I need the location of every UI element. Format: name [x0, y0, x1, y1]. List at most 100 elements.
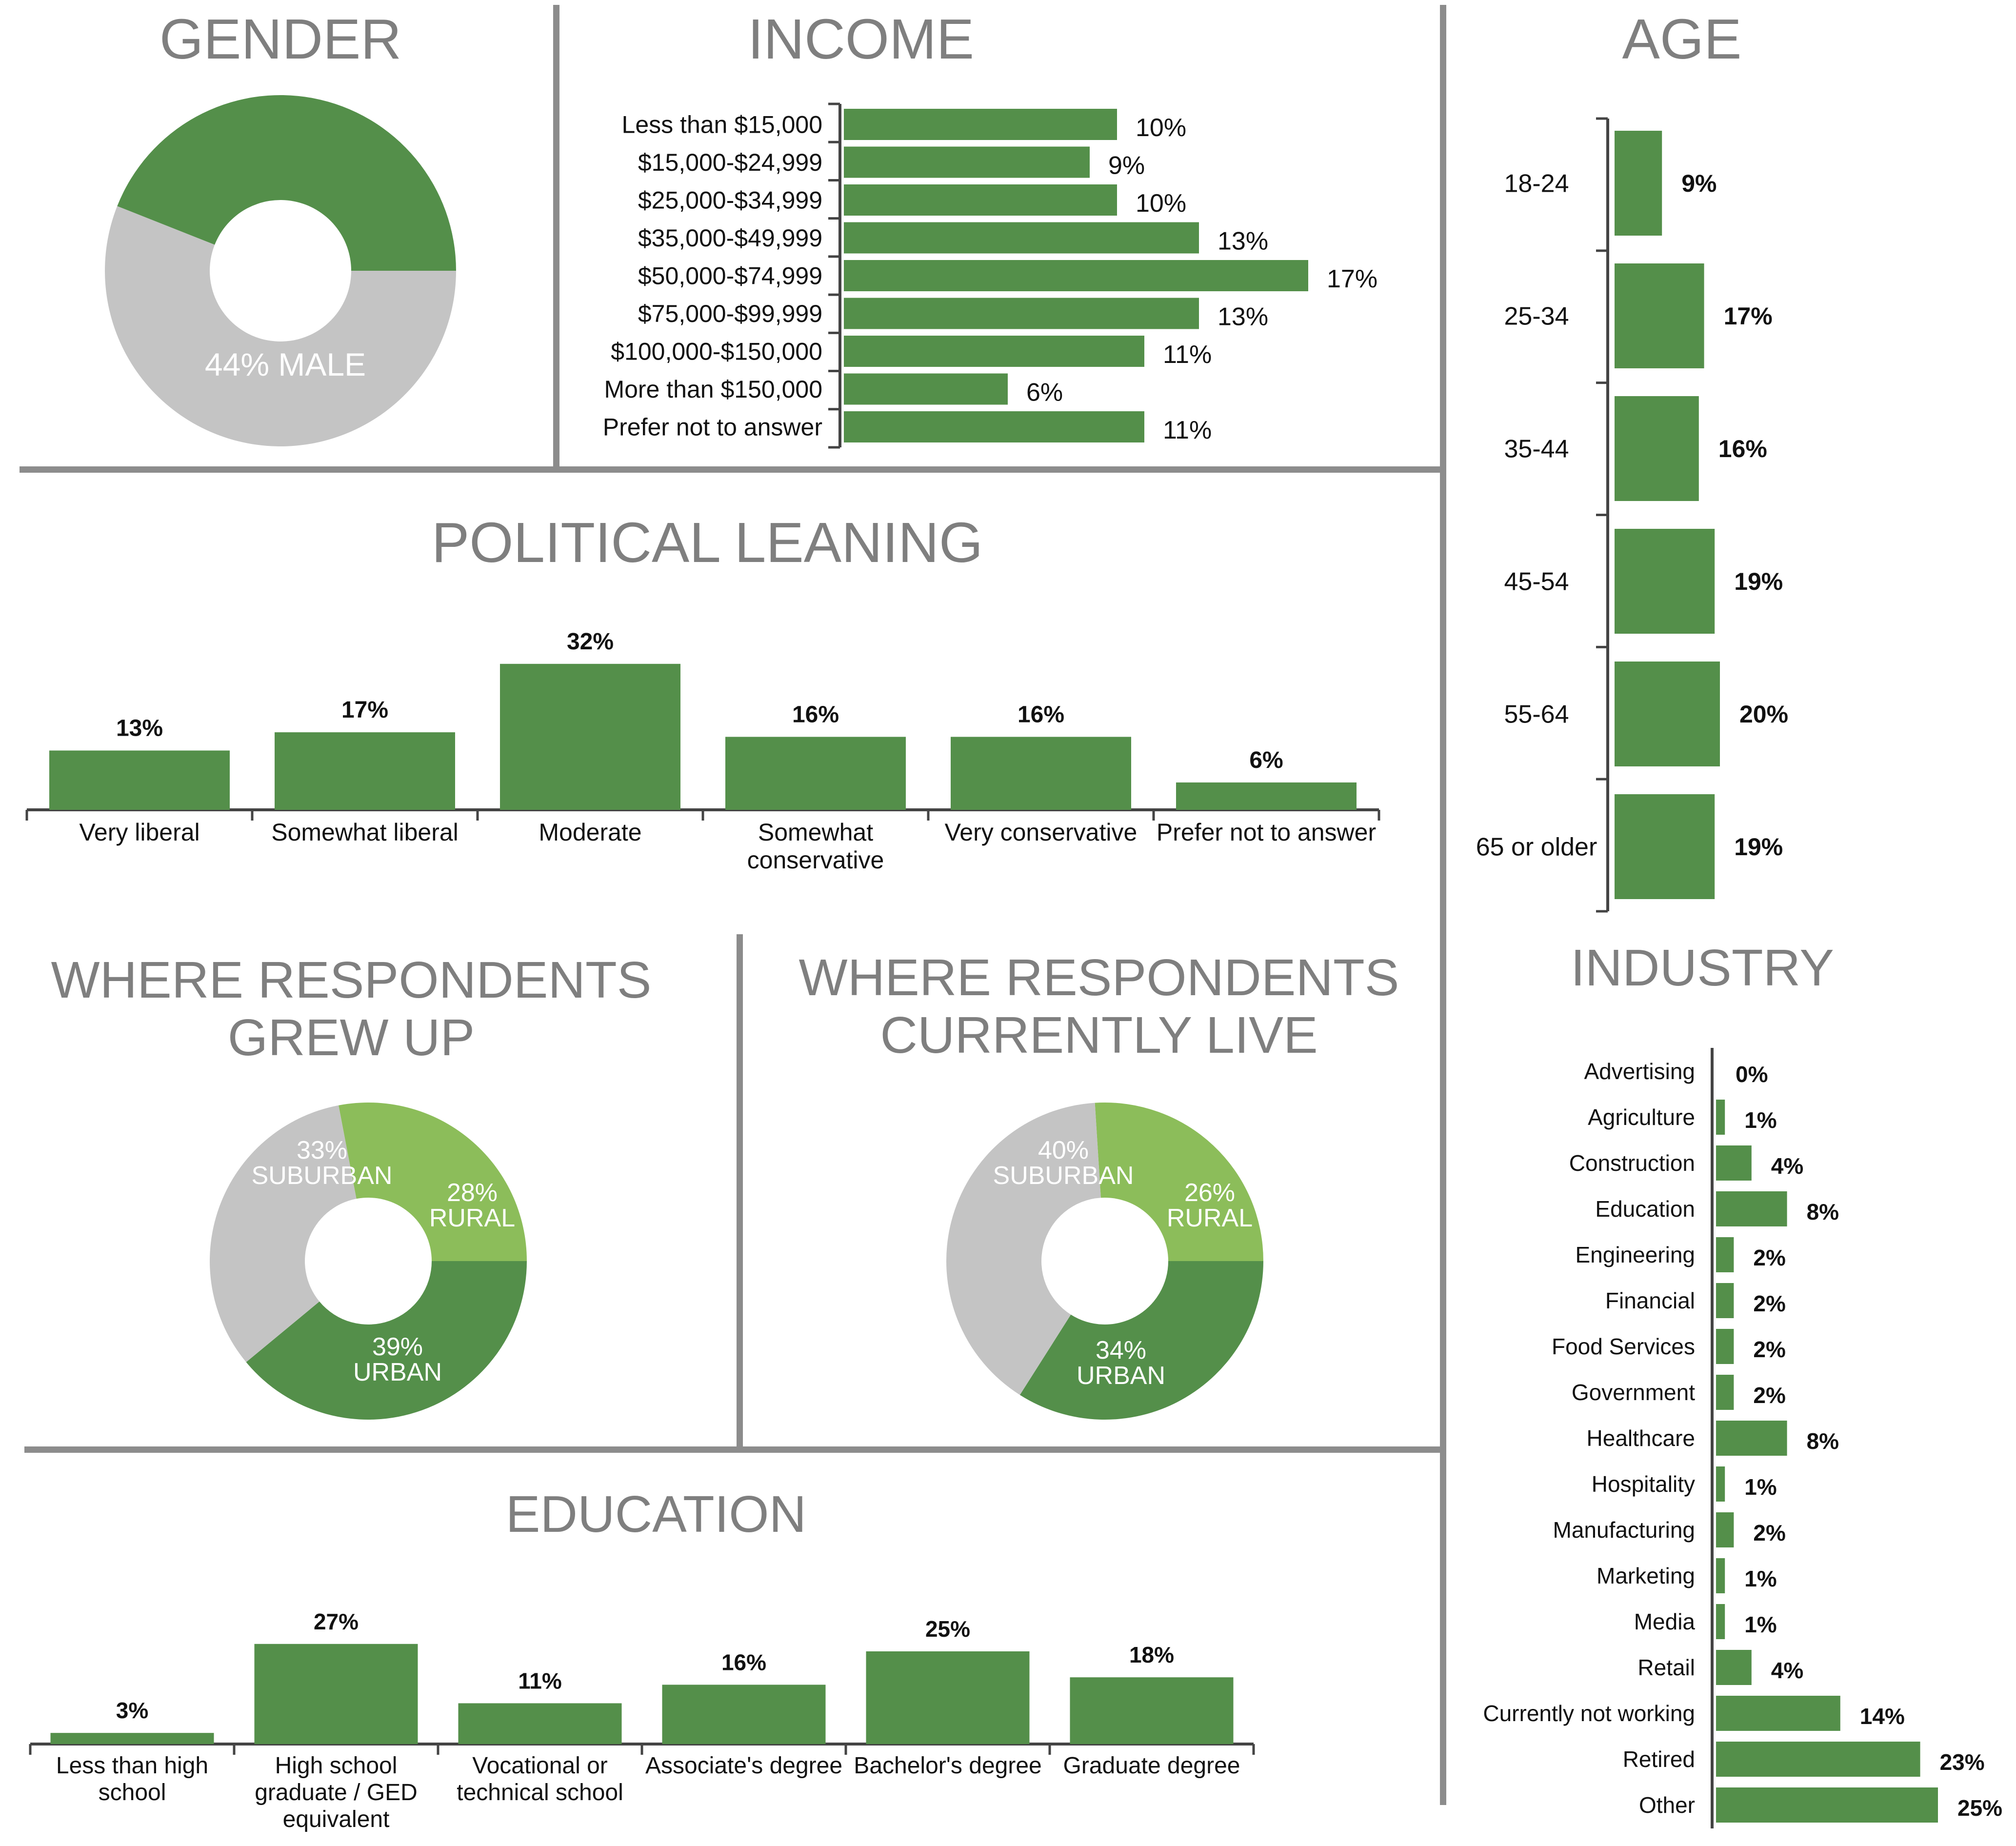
- industry-bar-food-services: [1716, 1329, 1734, 1364]
- industry-value-engineering: 2%: [1753, 1245, 1785, 1270]
- industry-value-retail: 4%: [1771, 1658, 1803, 1683]
- income-category-less-than-15-000: Less than $15,000: [622, 111, 822, 139]
- industry-value-advertising: 0%: [1736, 1062, 1768, 1087]
- currently_live-slice-label-suburban: SUBURBAN: [993, 1162, 1134, 1190]
- divider-top-horizontal: [20, 466, 1443, 473]
- grew_up-slice-rural: [339, 1102, 527, 1261]
- gender-slice-male: [117, 95, 457, 271]
- age-bar-55-64: [1615, 662, 1720, 766]
- education-bar-bachelor-s-degree: [866, 1651, 1030, 1744]
- political-bar-somewhat-liberal: [275, 732, 455, 810]
- grew_up-slice-value-urban: 39%: [372, 1333, 423, 1361]
- income-value-35-000-49-999: 13%: [1218, 227, 1268, 256]
- political-category-somewhat-liberal: Somewhat liberal: [271, 819, 459, 846]
- industry-category-engineering: Engineering: [1575, 1242, 1695, 1267]
- age-value-65-or-older: 19%: [1734, 833, 1783, 861]
- industry-category-hospitality: Hospitality: [1592, 1471, 1695, 1497]
- income-category-35-000-49-999: $35,000-$49,999: [638, 224, 822, 252]
- political-bar-prefer-not-to-answer: [1176, 782, 1357, 810]
- age-value-55-64: 20%: [1739, 701, 1788, 728]
- industry-category-currently-not-working: Currently not working: [1483, 1701, 1695, 1726]
- industry-value-retired: 23%: [1940, 1749, 1985, 1775]
- industry-value-healthcare: 8%: [1807, 1428, 1839, 1454]
- currently_live-title-line2: CURRENTLY LIVE: [880, 1006, 1317, 1064]
- industry-category-retired: Retired: [1623, 1746, 1695, 1772]
- political-bar-moderate: [500, 663, 680, 810]
- political-value-very-conservative: 16%: [1018, 702, 1064, 727]
- industry-category-advertising: Advertising: [1584, 1059, 1695, 1084]
- age-value-45-54: 19%: [1734, 568, 1783, 595]
- industry-category-manufacturing: Manufacturing: [1553, 1517, 1696, 1543]
- industry-bar-agriculture: [1716, 1100, 1725, 1135]
- education-bar-graduate-degree: [1070, 1677, 1234, 1744]
- education-category-associate-s-degree: Associate's degree: [645, 1753, 842, 1779]
- political-bar-very-liberal: [49, 750, 230, 810]
- income-value-25-000-34-999: 10%: [1136, 189, 1186, 218]
- industry-bar-media: [1716, 1604, 1725, 1639]
- income-bar-100-000-150-000: [844, 336, 1144, 367]
- age-bar-45-54: [1615, 529, 1715, 634]
- industry-bar-currently-not-working: [1716, 1696, 1840, 1731]
- industry-bar-other: [1716, 1787, 1938, 1823]
- political-chart: POLITICAL LEANING 13% Very liberal 17% Somew…: [25, 511, 1380, 874]
- income-category-prefer-not-to-answer: Prefer not to answer: [603, 414, 822, 441]
- age-title: AGE: [1622, 7, 1742, 71]
- industry-bar-manufacturing: [1716, 1512, 1734, 1547]
- education-value-bachelor-s-degree: 25%: [925, 1616, 970, 1642]
- age-value-35-44: 16%: [1718, 435, 1767, 462]
- industry-category-retail: Retail: [1637, 1655, 1695, 1680]
- education-value-associate-s-degree: 16%: [721, 1649, 766, 1675]
- income-chart: INCOME Less than $15,000 10% $15,000-$24,99…: [603, 7, 1377, 449]
- industry-category-agriculture: Agriculture: [1588, 1104, 1695, 1130]
- grew_up-slice-label-suburban: SUBURBAN: [252, 1162, 393, 1190]
- industry-bar-government: [1716, 1375, 1734, 1410]
- industry-bar-financial: [1716, 1283, 1734, 1318]
- education-value-vocational-or-technical-school: 11%: [518, 1668, 562, 1693]
- industry-category-financial: Financial: [1605, 1288, 1695, 1313]
- political-category-somewhat-conservative-line2: conservative: [747, 846, 884, 874]
- education-bar-high-school-graduate-ged-equivalent: [254, 1644, 418, 1744]
- income-value-prefer-not-to-answer: 11%: [1163, 416, 1212, 444]
- political-bar-very-conservative: [951, 737, 1131, 810]
- income-bar-75-000-99-999: [844, 298, 1199, 329]
- political-category-somewhat-conservative-line1: Somewhat: [758, 819, 873, 846]
- grew_up-slice-label-urban: URBAN: [353, 1358, 442, 1386]
- education-bar-associate-s-degree: [662, 1685, 826, 1744]
- education-category-high-school-graduate-ged-equivalent-line2: graduate / GED: [255, 1780, 418, 1806]
- currently_live-slice-urban: [1019, 1261, 1263, 1420]
- currently_live-slice-label-urban: URBAN: [1077, 1362, 1165, 1390]
- education-category-less-than-high-school-line2: school: [99, 1780, 166, 1806]
- political-value-very-liberal: 13%: [116, 715, 163, 741]
- political-value-prefer-not-to-answer: 6%: [1249, 747, 1283, 773]
- education-category-vocational-or-technical-school-line1: Vocational or: [472, 1753, 608, 1779]
- grew_up-title-line1: WHERE RESPONDENTS: [51, 951, 652, 1009]
- income-bar-more-than-150-000: [844, 373, 1008, 405]
- currently_live-slice-suburban: [946, 1103, 1101, 1395]
- currently_live-slice-value-suburban: 40%: [1038, 1136, 1089, 1164]
- divider-gender-income: [553, 5, 559, 466]
- education-title: EDUCATION: [506, 1485, 806, 1543]
- industry-value-manufacturing: 2%: [1753, 1520, 1785, 1545]
- education-bar-vocational-or-technical-school: [458, 1703, 622, 1744]
- grew_up-slice-urban: [246, 1261, 527, 1420]
- industry-category-construction: Construction: [1569, 1150, 1695, 1176]
- gender-title: GENDER: [160, 7, 401, 71]
- age-value-18-24: 9%: [1681, 170, 1717, 197]
- income-category-75-000-99-999: $75,000-$99,999: [638, 300, 822, 327]
- currently_live-slice-rural: [1095, 1103, 1263, 1261]
- currently_live-title-line1: WHERE RESPONDENTS: [799, 949, 1399, 1006]
- education-category-high-school-graduate-ged-equivalent-line3: equivalent: [283, 1806, 390, 1832]
- industry-value-media: 1%: [1744, 1612, 1776, 1637]
- grew_up-slice-value-rural: 28%: [447, 1179, 498, 1207]
- currently_live-slice-label-rural: RURAL: [1167, 1204, 1253, 1232]
- industry-category-media: Media: [1634, 1609, 1696, 1634]
- industry-bar-retired: [1716, 1742, 1920, 1777]
- divider-right-column: [1440, 5, 1446, 1805]
- industry-bar-marketing: [1716, 1558, 1725, 1593]
- income-category-50-000-74-999: $50,000-$74,999: [638, 262, 822, 290]
- industry-bar-engineering: [1716, 1237, 1734, 1272]
- age-bar-18-24: [1615, 131, 1662, 236]
- education-value-graduate-degree: 18%: [1129, 1642, 1174, 1667]
